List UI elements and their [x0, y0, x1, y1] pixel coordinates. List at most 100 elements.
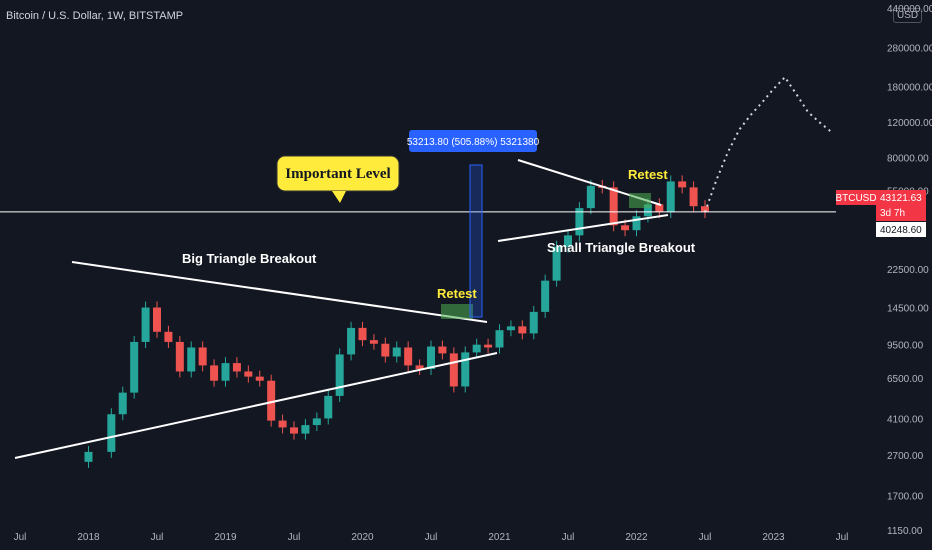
symbol-title: Bitcoin / U.S. Dollar, 1W, BITSTAMP: [6, 10, 184, 22]
candle-body: [255, 376, 264, 381]
big-triangle-label: Big Triangle Breakout: [182, 251, 317, 266]
price-tick-label: 280000.00: [887, 44, 932, 55]
big-triangle-upper-line: [71, 261, 488, 323]
candle-body: [404, 347, 413, 366]
candle-body: [541, 280, 550, 312]
candle-body: [506, 326, 515, 331]
price-tick-label: 80000.00: [887, 154, 929, 165]
candle-body: [438, 346, 447, 354]
candle-body: [187, 347, 196, 372]
ticker-label: BTCUSD: [835, 193, 876, 204]
candle-body: [278, 420, 287, 428]
measure-label-box: [409, 130, 537, 152]
projection-path: [704, 75, 832, 213]
candle-body: [609, 187, 618, 226]
time-tick-label: 2022: [625, 532, 648, 543]
small-triangle-lower-line: [497, 214, 669, 242]
time-tick-label: Jul: [562, 532, 575, 543]
candle-body: [335, 354, 344, 396]
important-level-label: Important Level: [285, 166, 390, 182]
last-price-tag: [876, 190, 926, 221]
price-tick-label: 14500.00: [887, 304, 929, 315]
price-tick-label: 6500.00: [887, 374, 924, 385]
candle-body: [175, 341, 184, 372]
candle-body: [564, 235, 572, 247]
candle-body: [632, 216, 641, 231]
last-price-label: 43121.63: [880, 193, 922, 204]
level-price-label: 40248.60: [880, 225, 922, 236]
time-tick-label: 2020: [351, 532, 374, 543]
candle-body: [198, 347, 207, 366]
measure-range: [469, 164, 483, 318]
candle-body: [301, 425, 310, 434]
candle-body: [312, 418, 321, 426]
candle-body: [449, 353, 458, 387]
price-tick-label: 22500.00: [887, 265, 929, 276]
candle-body: [290, 427, 298, 434]
candle-body: [552, 246, 561, 281]
big-triangle-lower-line: [14, 352, 498, 459]
candle-body: [244, 371, 253, 377]
time-tick-label: Jul: [151, 532, 164, 543]
price-tick-label: 1150.00: [887, 526, 923, 537]
candle-body: [358, 327, 367, 341]
candle-body: [84, 451, 93, 462]
price-tick-label: 2700.00: [887, 451, 924, 462]
candle-body: [472, 344, 481, 353]
time-tick-label: Jul: [836, 532, 849, 543]
candle-body: [232, 363, 241, 372]
time-tick-label: Jul: [288, 532, 301, 543]
candle-body: [324, 395, 333, 419]
candle-body: [369, 340, 378, 344]
candle-body: [107, 414, 116, 452]
candle-body: [586, 185, 595, 209]
candle-body: [643, 204, 652, 217]
candle-body: [461, 352, 470, 387]
time-tick-label: Jul: [14, 532, 27, 543]
retest-zone: [441, 304, 473, 319]
candle-body: [575, 208, 584, 236]
candle-body: [392, 347, 401, 357]
price-tick-label: 4100.00: [887, 414, 924, 425]
candle-body: [347, 327, 356, 355]
candle-body: [130, 341, 139, 393]
time-tick-label: 2021: [488, 532, 511, 543]
price-tick-label: 180000.00: [887, 82, 932, 93]
time-tick-label: 2019: [214, 532, 237, 543]
retest-label: Retest: [437, 286, 477, 301]
small-triangle-label: Small Triangle Breakout: [547, 240, 696, 255]
candle-body: [164, 331, 173, 342]
level-price-tag: [876, 222, 926, 237]
candle-body: [381, 343, 390, 357]
candle-body: [427, 346, 435, 369]
candle-body: [529, 311, 538, 334]
ticker-tag: [836, 190, 876, 205]
candle-body: [701, 206, 709, 213]
time-tick-label: Jul: [425, 532, 438, 543]
candle-body: [518, 326, 527, 334]
price-tick-label: 9500.00: [887, 341, 924, 352]
time-tick-label: Jul: [699, 532, 712, 543]
candle-body: [118, 392, 127, 415]
price-tick-label: 1700.00: [887, 492, 924, 503]
candle-body: [689, 187, 698, 207]
candle-body: [221, 363, 230, 381]
candle-body: [141, 307, 150, 342]
candle-body: [495, 330, 504, 348]
candle-body: [666, 181, 675, 213]
retest-zone: [629, 193, 651, 208]
callout-pointer: [332, 191, 346, 203]
candle-body: [621, 225, 630, 231]
measure-label: 53213.80 (505.88%) 5321380: [407, 137, 540, 148]
candle-body: [267, 380, 276, 421]
time-tick-label: 2023: [762, 532, 785, 543]
candle-body: [655, 204, 664, 213]
price-tick-label: 120000.00: [887, 118, 932, 129]
countdown-label: 3d 7h: [880, 208, 905, 219]
time-tick-label: 2018: [77, 532, 100, 543]
retest-label: Retest: [628, 167, 668, 182]
candle-body: [153, 307, 161, 332]
currency-button[interactable]: USD: [893, 8, 923, 23]
candle-body: [678, 181, 687, 188]
